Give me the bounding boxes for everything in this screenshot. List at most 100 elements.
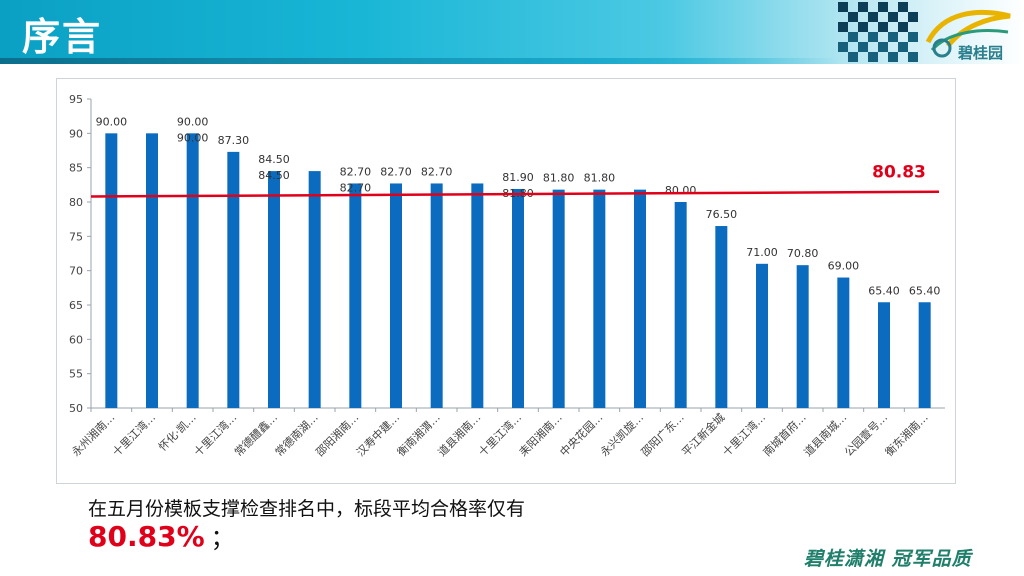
x-tick-label: 道县湘南…	[435, 410, 484, 459]
checker-cell	[878, 2, 888, 12]
checker-cell	[848, 32, 858, 42]
data-label: 81.80	[543, 172, 575, 185]
average-line	[90, 190, 940, 198]
average-label: 80.83	[872, 163, 926, 183]
y-tick-label: 55	[69, 368, 83, 381]
checker-cell	[858, 22, 868, 32]
checker-cell	[908, 52, 918, 62]
x-tick-label: 衡南湘渭…	[394, 410, 443, 459]
data-label: 81.90	[502, 171, 534, 184]
x-tick-label: 十里江湾…	[109, 410, 158, 459]
bar	[552, 189, 565, 408]
banner-stripe	[0, 58, 840, 64]
bar	[430, 183, 443, 408]
checker-cell	[908, 12, 918, 22]
data-label: 84.50	[258, 153, 290, 166]
bar	[674, 202, 687, 408]
x-tick-label: 怀化·凯…	[155, 410, 198, 453]
bar	[268, 171, 280, 408]
checker-cell	[858, 42, 868, 52]
bar	[918, 302, 931, 408]
y-tick-label: 70	[69, 265, 83, 278]
checker-cell	[888, 32, 898, 42]
x-tick-label: 常德醴鑫…	[231, 410, 280, 459]
checker-cell	[898, 22, 908, 32]
bar	[756, 263, 768, 408]
brand-logo-icon	[925, 9, 1011, 58]
x-tick-label: 公园壹号…	[842, 411, 890, 459]
data-label: 87.30	[218, 134, 250, 147]
bar	[796, 265, 809, 408]
data-label: 65.40	[909, 284, 941, 297]
data-label: 82.70	[421, 165, 453, 178]
bar	[837, 277, 850, 408]
summary-highlight-line: 80.83%；	[88, 518, 235, 553]
data-label: 90.00	[177, 115, 209, 128]
slide-title: 序言	[22, 15, 103, 59]
checker-cell	[878, 42, 888, 52]
checker-cell	[888, 12, 898, 22]
checker-cell	[848, 12, 858, 22]
bar	[308, 171, 321, 408]
bar-chart: 5055606570758085909590.00永州湘南…十里江湾…90.00…	[69, 93, 945, 459]
data-label: 70.80	[787, 247, 819, 260]
bar	[349, 183, 362, 408]
x-tick-label: 汉寿中建…	[353, 410, 402, 459]
checker-cell	[868, 52, 878, 62]
y-tick-label: 60	[69, 333, 83, 346]
bar	[715, 226, 728, 408]
x-tick-label: 永州湘南…	[69, 410, 118, 459]
average-rate-highlight: 80.83%	[88, 520, 205, 553]
summary-tail: ；	[210, 524, 235, 552]
checker-cell	[848, 52, 858, 62]
bar	[105, 133, 118, 409]
checker-cell	[878, 22, 888, 32]
y-tick-label: 50	[69, 402, 83, 415]
data-label: 65.40	[868, 284, 900, 297]
checker-pattern-icon	[838, 2, 918, 62]
x-tick-label: 十里江湾…	[719, 410, 768, 459]
y-tick-label: 95	[69, 93, 83, 106]
x-tick-label: 南城首府…	[760, 410, 809, 459]
x-tick-label: 道县南城…	[801, 410, 850, 459]
y-tick-label: 65	[69, 299, 83, 312]
checker-cell	[838, 2, 848, 12]
chart-area: 50 55 60 65 70 75 80 85 90 95 90.00 永州湘南… 十里江湾… 90.00…	[56, 78, 956, 484]
checker-cell	[838, 42, 848, 52]
y-tick-label: 85	[69, 162, 83, 175]
checker-cell	[838, 22, 848, 32]
checker-cell	[868, 12, 878, 22]
data-label: 84.50	[258, 169, 290, 182]
y-tick-label: 90	[69, 127, 83, 140]
bar	[186, 133, 199, 409]
y-tick-label: 75	[69, 230, 83, 243]
bar	[390, 183, 402, 408]
x-tick-label: 中央花园…	[557, 411, 605, 459]
bar	[878, 302, 890, 408]
y-tick-label: 80	[69, 196, 83, 209]
checker-cell	[858, 2, 868, 12]
x-tick-label: 耒阳湘南…	[516, 410, 565, 459]
data-label: 82.70	[340, 165, 372, 178]
bar	[146, 133, 158, 409]
bar	[593, 189, 606, 408]
data-label: 81.80	[584, 172, 616, 185]
data-label: 90.00	[177, 131, 209, 144]
x-tick-label: 十里江湾…	[475, 410, 524, 459]
data-label: 90.00	[96, 115, 128, 128]
title-banner: 序言	[0, 0, 1024, 64]
data-label: 69.00	[828, 260, 860, 273]
x-tick-label: 平江新金城	[679, 410, 728, 459]
data-label: 82.70	[340, 181, 372, 194]
bar	[471, 183, 484, 408]
x-tick-label: 邵阳湘南…	[313, 410, 362, 459]
slogan: 碧桂潇湘 冠军品质	[804, 548, 972, 570]
x-tick-label: 十里江湾…	[191, 410, 240, 459]
bar	[634, 189, 646, 408]
brand-name: 碧桂园	[958, 44, 1004, 62]
data-label: 82.70	[380, 165, 412, 178]
x-tick-label: 常德南湖…	[272, 410, 321, 459]
checker-cell	[868, 32, 878, 42]
bar	[512, 188, 524, 408]
bar	[227, 151, 240, 408]
